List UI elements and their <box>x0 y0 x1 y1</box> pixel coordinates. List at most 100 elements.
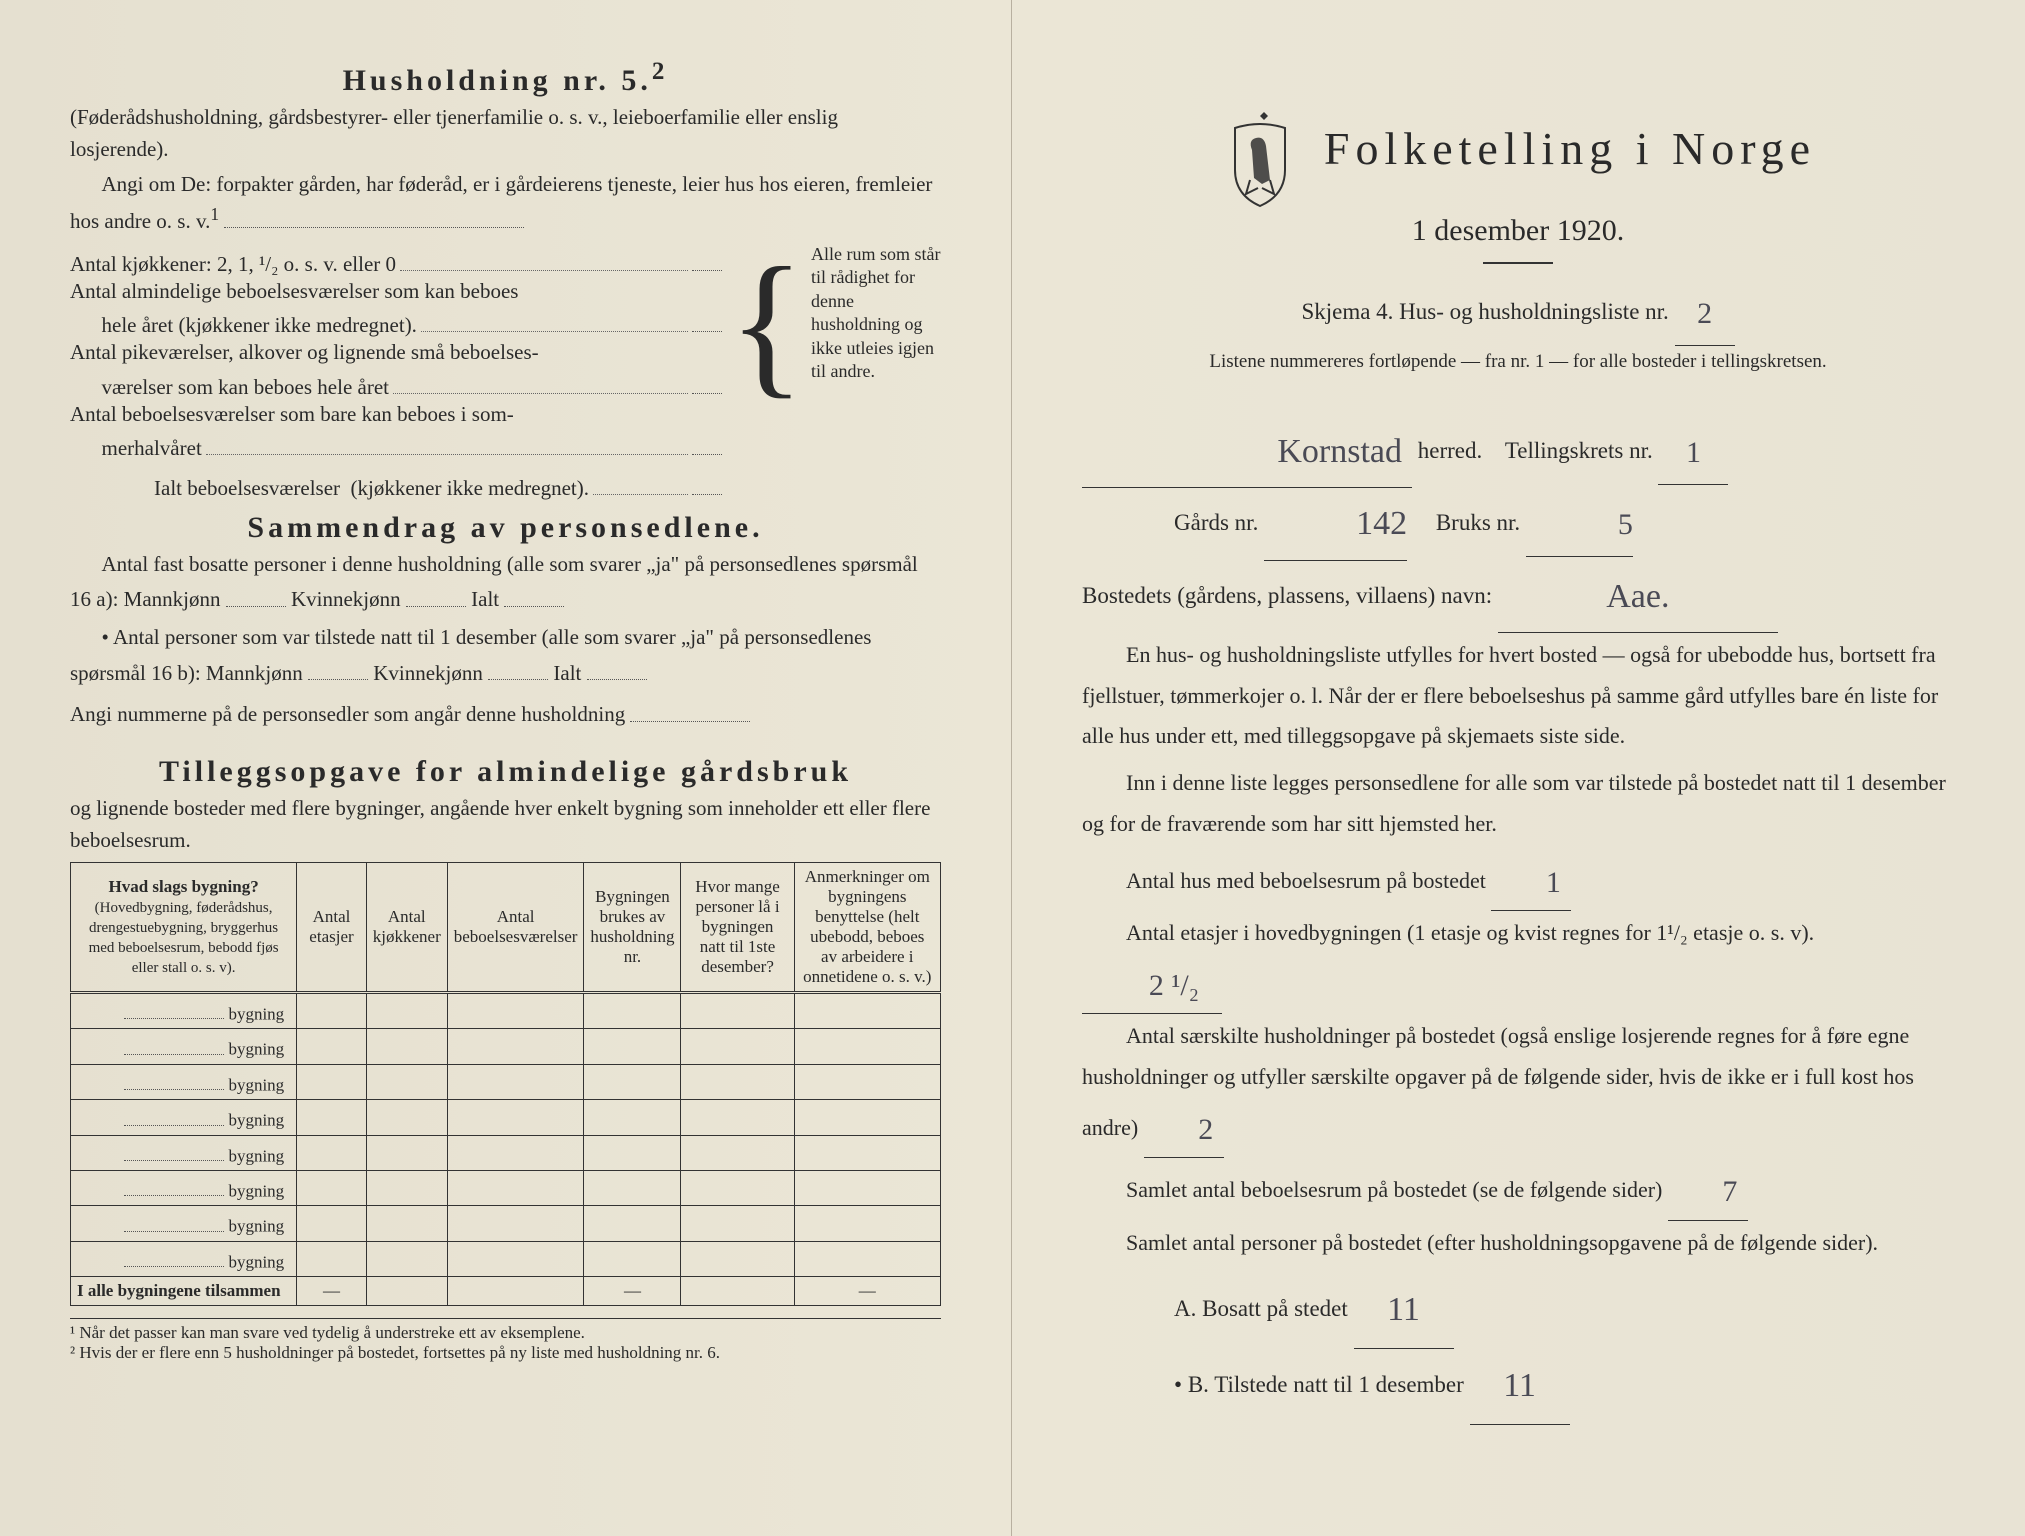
th-personer: Hvor mange personer lå i bygningen natt … <box>681 863 794 993</box>
cell[interactable] <box>584 1170 681 1205</box>
cell[interactable] <box>366 1170 447 1205</box>
cell[interactable] <box>794 1241 940 1276</box>
cell[interactable] <box>297 993 367 1029</box>
byg-blank[interactable] <box>124 1140 224 1161</box>
gard-val[interactable]: 142 <box>1264 488 1407 560</box>
cell[interactable] <box>447 993 584 1029</box>
cell[interactable] <box>447 1100 584 1135</box>
qa-val[interactable]: 11 <box>1354 1273 1454 1349</box>
byg-blank[interactable] <box>124 1069 224 1090</box>
page-title: Folketelling i Norge <box>1324 122 1816 175</box>
cell[interactable] <box>584 1135 681 1170</box>
byg-blank[interactable] <box>124 1175 224 1196</box>
cell[interactable] <box>584 1206 681 1241</box>
tillegg-sub: og lignende bosteder med flere bygninger… <box>70 793 941 856</box>
cell[interactable] <box>297 1100 367 1135</box>
cell[interactable] <box>297 1135 367 1170</box>
bruk-val[interactable]: 5 <box>1526 493 1633 557</box>
samm-l1-m[interactable] <box>226 580 286 606</box>
cell[interactable] <box>584 1029 681 1064</box>
byg-blank[interactable] <box>124 998 224 1019</box>
cell[interactable] <box>297 1064 367 1099</box>
cell[interactable] <box>366 1206 447 1241</box>
total-dash: — <box>794 1277 940 1306</box>
byg-blank[interactable] <box>124 1033 224 1054</box>
cell[interactable] <box>681 1100 794 1135</box>
cell[interactable] <box>681 1206 794 1241</box>
cell[interactable] <box>366 1135 447 1170</box>
r3-val[interactable] <box>692 367 722 393</box>
h5-title-text: Husholdning nr. 5. <box>343 64 652 97</box>
cell[interactable] <box>447 1029 584 1064</box>
cell[interactable] <box>584 993 681 1029</box>
r5-val[interactable] <box>692 469 722 495</box>
cell[interactable] <box>681 1241 794 1276</box>
q1-val[interactable]: 1 <box>1491 855 1571 912</box>
cell[interactable] <box>681 1064 794 1099</box>
cell[interactable] <box>297 1170 367 1205</box>
cell[interactable] <box>447 1206 584 1241</box>
cell[interactable] <box>681 993 794 1029</box>
cell[interactable] <box>366 1064 447 1099</box>
samm-l1-k[interactable] <box>406 580 466 606</box>
samm-l1-i[interactable] <box>504 580 564 606</box>
cell[interactable] <box>366 1029 447 1064</box>
title-date: 1 desember 1920. <box>1082 214 1954 248</box>
cell[interactable] <box>447 1241 584 1276</box>
skjema-val[interactable]: 2 <box>1675 282 1735 346</box>
cell[interactable] <box>297 1206 367 1241</box>
samm-l2-i[interactable] <box>587 654 647 680</box>
cell[interactable] <box>584 1064 681 1099</box>
samm-l3-v[interactable] <box>630 695 750 721</box>
r4a: Antal beboelsesværelser som bare kan beb… <box>70 402 514 427</box>
samm-kv1: Kvinnekjønn <box>291 588 401 612</box>
cell[interactable] <box>681 1277 794 1306</box>
cell[interactable] <box>447 1135 584 1170</box>
cell[interactable] <box>584 1241 681 1276</box>
cell[interactable] <box>794 1135 940 1170</box>
bosted-line: Bostedets (gårdens, plassens, villaens) … <box>1082 557 1954 629</box>
qb-val[interactable]: 11 <box>1470 1349 1570 1425</box>
brace-icon: { <box>722 243 811 503</box>
cell[interactable] <box>794 1170 940 1205</box>
bosted-val[interactable]: Aae. <box>1498 561 1778 633</box>
cell[interactable] <box>447 1170 584 1205</box>
cell[interactable] <box>366 1100 447 1135</box>
r1-val[interactable] <box>692 245 722 271</box>
q3-val[interactable]: 2 <box>1144 1102 1224 1159</box>
cell[interactable] <box>447 1277 584 1306</box>
herred-val[interactable]: Kornstad <box>1082 416 1412 488</box>
left-page: Husholdning nr. 5.2 (Føderådshusholdning… <box>0 0 1012 1536</box>
byg-blank[interactable] <box>124 1246 224 1267</box>
row-kitchens: Antal kjøkkener: 2, 1, ¹/₂ o. s. v. elle… <box>70 245 722 277</box>
table-row: bygning <box>71 1100 941 1135</box>
q4-val[interactable]: 7 <box>1668 1164 1748 1221</box>
cell[interactable] <box>794 993 940 1029</box>
q2-val[interactable]: 2 ¹/₂ <box>1082 958 1222 1015</box>
cell[interactable] <box>794 1206 940 1241</box>
cell[interactable] <box>297 1241 367 1276</box>
cell[interactable] <box>681 1029 794 1064</box>
cell[interactable] <box>794 1100 940 1135</box>
h5-blank[interactable] <box>224 227 524 228</box>
cell[interactable] <box>681 1135 794 1170</box>
cell[interactable] <box>794 1064 940 1099</box>
byg-blank[interactable] <box>124 1104 224 1125</box>
samm-l2-m[interactable] <box>308 654 368 680</box>
r4-val[interactable] <box>692 429 722 455</box>
cell[interactable] <box>366 993 447 1029</box>
cell[interactable] <box>366 1277 447 1306</box>
gard-lbl: Gårds nr. <box>1174 510 1258 535</box>
r2-val[interactable] <box>692 306 722 332</box>
fn1-text: Når det passer kan man svare ved tydelig… <box>79 1323 585 1342</box>
krets-val[interactable]: 1 <box>1658 421 1728 485</box>
cell[interactable] <box>447 1064 584 1099</box>
byg-blank[interactable] <box>124 1210 224 1231</box>
cell[interactable] <box>794 1029 940 1064</box>
samm-line2: • Antal personer som var tilstede natt t… <box>70 622 941 689</box>
samm-l2-k[interactable] <box>488 654 548 680</box>
cell[interactable] <box>584 1100 681 1135</box>
cell[interactable] <box>681 1170 794 1205</box>
cell[interactable] <box>366 1241 447 1276</box>
cell[interactable] <box>297 1029 367 1064</box>
